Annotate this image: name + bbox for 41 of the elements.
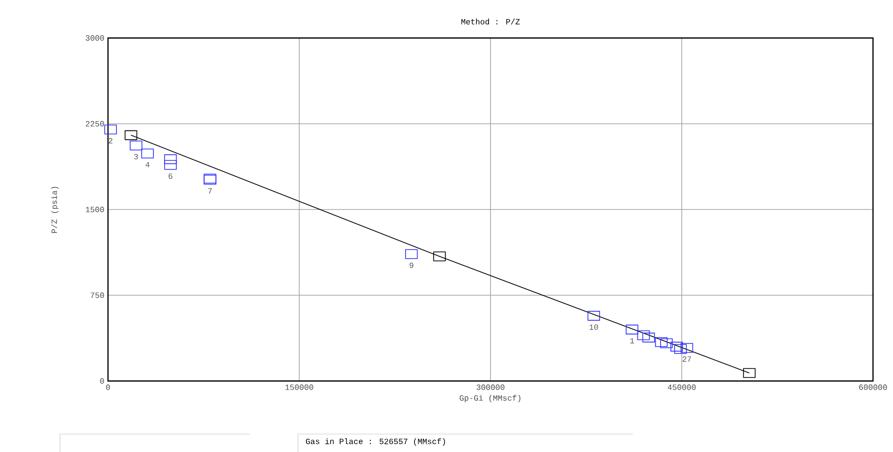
annotation: 10 (590, 324, 598, 330)
y-tick-label: 750 (90, 292, 104, 298)
annotation: 2 (108, 138, 112, 144)
point (130, 140, 142, 150)
x-tick-label: 300000 (476, 384, 504, 390)
point (637, 330, 650, 340)
annotation: 27 (682, 356, 692, 362)
x-tick-label: 150000 (285, 384, 314, 390)
point (124, 130, 138, 140)
annotation: 1 (630, 338, 634, 344)
point (164, 154, 177, 164)
point (104, 124, 117, 134)
point (660, 338, 673, 348)
point (743, 368, 756, 378)
chart-title: Method : P/Z (461, 18, 520, 24)
y-axis-title: P/Z (psia) (51, 186, 59, 233)
annotation: 3 (134, 154, 138, 160)
annotation: 7 (208, 188, 212, 194)
point (405, 249, 418, 259)
point (680, 342, 694, 353)
point (674, 344, 687, 354)
point (626, 324, 638, 334)
point (588, 310, 600, 321)
annotation: 4 (146, 162, 150, 168)
y-tick-label: 2250 (86, 121, 104, 126)
text: Gas in Place : 526557 (MMscf) (306, 438, 445, 446)
annotation: 6 (168, 173, 172, 179)
point (433, 251, 446, 262)
x-axis-title: Gp-Gi (MMscf) (460, 394, 520, 402)
y-tick-label: 3000 (86, 35, 104, 41)
x-tick-label: 450000 (668, 384, 696, 390)
point (141, 148, 154, 158)
point (655, 337, 668, 348)
point (642, 332, 655, 342)
x-tick-label: 0 (106, 384, 110, 390)
point (164, 160, 177, 170)
y-tick-label: 0 (100, 378, 104, 384)
x-tick-label: 600000 (859, 384, 887, 390)
annotation: 9 (410, 262, 414, 268)
y-tick-label: 1500 (86, 206, 104, 212)
point (670, 342, 683, 352)
